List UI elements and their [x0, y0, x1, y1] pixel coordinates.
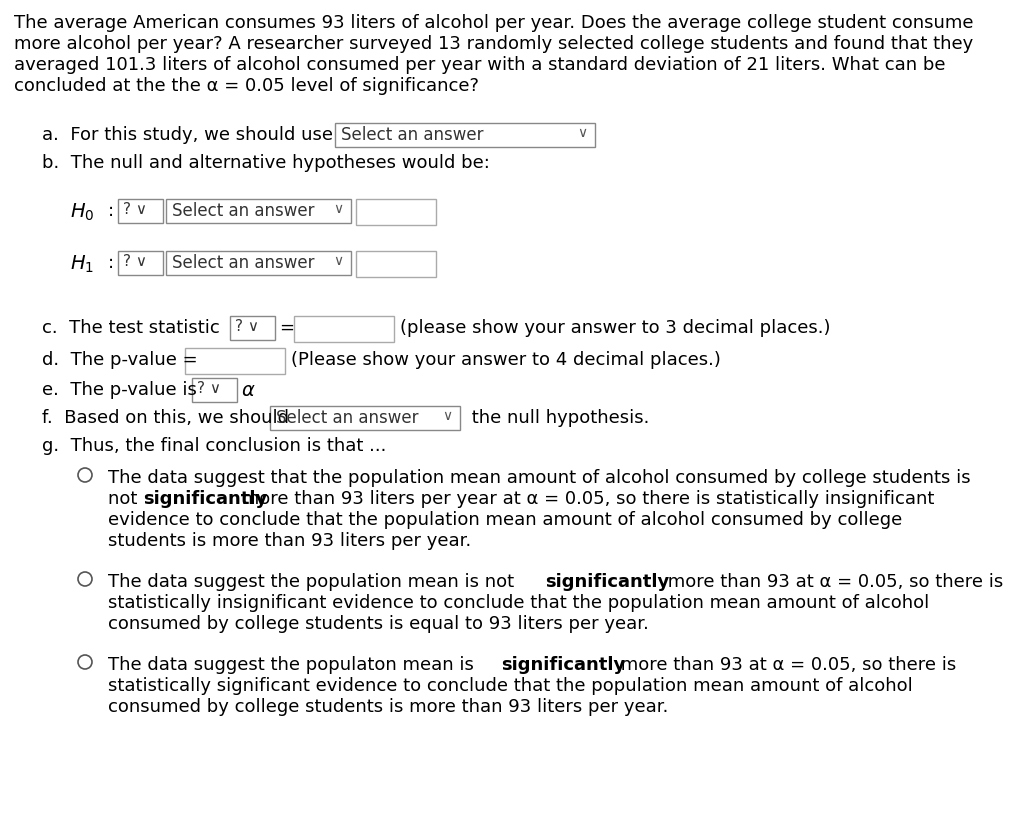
- Text: ? ∨: ? ∨: [197, 381, 221, 396]
- Text: e.  The p-value is: e. The p-value is: [42, 381, 197, 399]
- Text: more than 93 at α = 0.05, so there is: more than 93 at α = 0.05, so there is: [662, 573, 1004, 591]
- Bar: [166, 251, 351, 275]
- Bar: [270, 406, 460, 430]
- Circle shape: [78, 572, 92, 586]
- Text: consumed by college students is equal to 93 liters per year.: consumed by college students is equal to…: [108, 615, 649, 633]
- Text: significantly: significantly: [143, 490, 267, 508]
- Text: $H_0$: $H_0$: [70, 202, 94, 224]
- Text: students is more than 93 liters per year.: students is more than 93 liters per year…: [108, 532, 471, 550]
- Text: statistically insignificant evidence to conclude that the population mean amount: statistically insignificant evidence to …: [108, 594, 929, 612]
- Text: averaged 101.3 liters of alcohol consumed per year with a standard deviation of : averaged 101.3 liters of alcohol consume…: [14, 56, 945, 74]
- Text: more alcohol per year? A researcher surveyed 13 randomly selected college studen: more alcohol per year? A researcher surv…: [14, 35, 973, 53]
- Text: $\alpha$: $\alpha$: [241, 381, 256, 400]
- Bar: [294, 316, 394, 342]
- Text: significantly: significantly: [545, 573, 670, 591]
- Bar: [118, 251, 163, 275]
- Bar: [335, 123, 595, 147]
- Text: (Please show your answer to 4 decimal places.): (Please show your answer to 4 decimal pl…: [291, 351, 721, 369]
- Text: The data suggest that the population mean amount of alcohol consumed by college : The data suggest that the population mea…: [108, 469, 971, 487]
- Text: The data suggest the populaton mean is: The data suggest the populaton mean is: [108, 656, 479, 674]
- Text: ∨: ∨: [333, 254, 343, 268]
- Text: Select an answer: Select an answer: [172, 254, 314, 272]
- Bar: [118, 199, 163, 223]
- Text: consumed by college students is more than 93 liters per year.: consumed by college students is more tha…: [108, 698, 669, 716]
- Text: :: :: [108, 202, 114, 220]
- Text: c.  The test statistic: c. The test statistic: [42, 319, 220, 337]
- Text: not: not: [108, 490, 143, 508]
- Text: the null hypothesis.: the null hypothesis.: [466, 409, 649, 427]
- Text: a.  For this study, we should use: a. For this study, we should use: [42, 126, 333, 144]
- Text: ∨: ∨: [442, 409, 453, 423]
- Text: ∨: ∨: [333, 202, 343, 216]
- Text: $H_1$: $H_1$: [70, 254, 94, 275]
- Bar: [356, 251, 436, 277]
- Text: d.  The p-value =: d. The p-value =: [42, 351, 198, 369]
- Text: more than 93 liters per year at α = 0.05, so there is statistically insignifican: more than 93 liters per year at α = 0.05…: [236, 490, 934, 508]
- Circle shape: [78, 655, 92, 669]
- Text: (please show your answer to 3 decimal places.): (please show your answer to 3 decimal pl…: [400, 319, 830, 337]
- Text: significantly: significantly: [501, 656, 626, 674]
- Text: The average American consumes 93 liters of alcohol per year. Does the average co: The average American consumes 93 liters …: [14, 14, 974, 32]
- Text: ∨: ∨: [577, 126, 587, 140]
- Text: Select an answer: Select an answer: [172, 202, 314, 220]
- Bar: [356, 199, 436, 225]
- Text: evidence to conclude that the population mean amount of alcohol consumed by coll: evidence to conclude that the population…: [108, 511, 902, 529]
- Text: g.  Thus, the final conclusion is that ...: g. Thus, the final conclusion is that ..…: [42, 437, 386, 455]
- Text: concluded at the the α = 0.05 level of significance?: concluded at the the α = 0.05 level of s…: [14, 77, 479, 95]
- Text: ? ∨: ? ∨: [123, 254, 147, 269]
- Text: b.  The null and alternative hypotheses would be:: b. The null and alternative hypotheses w…: [42, 154, 489, 172]
- Text: :: :: [108, 254, 114, 272]
- Text: The data suggest the population mean is not: The data suggest the population mean is …: [108, 573, 520, 591]
- Bar: [193, 378, 237, 402]
- Text: statistically significant evidence to conclude that the population mean amount o: statistically significant evidence to co…: [108, 677, 912, 695]
- Text: Select an answer: Select an answer: [276, 409, 419, 427]
- Text: more than 93 at α = 0.05, so there is: more than 93 at α = 0.05, so there is: [615, 656, 956, 674]
- Circle shape: [78, 468, 92, 482]
- Text: Select an answer: Select an answer: [341, 126, 483, 144]
- Bar: [230, 316, 275, 340]
- Text: f.  Based on this, we should: f. Based on this, we should: [42, 409, 289, 427]
- Bar: [166, 199, 351, 223]
- Text: ? ∨: ? ∨: [123, 202, 147, 217]
- Bar: [185, 348, 285, 374]
- Text: =: =: [279, 319, 294, 337]
- Text: ? ∨: ? ∨: [234, 319, 259, 334]
